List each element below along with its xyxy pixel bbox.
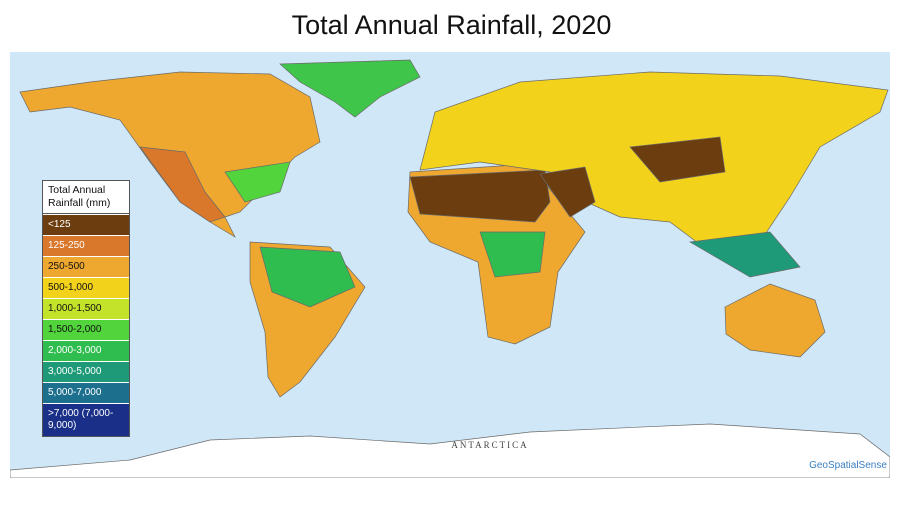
greenland: [279, 59, 421, 118]
arabia: [539, 166, 596, 218]
region-label: ANTARCTICA: [451, 440, 528, 450]
legend-item: 2,000-3,000: [43, 340, 129, 361]
legend-item: 1,500-2,000: [43, 319, 129, 340]
map-title: Total Annual Rainfall, 2020: [291, 10, 612, 40]
eastern-us: [224, 161, 291, 203]
legend-item: 250-500: [43, 256, 129, 277]
amazon: [259, 246, 356, 308]
legend-item: 1,000-1,500: [43, 298, 129, 319]
sahara: [409, 169, 551, 223]
legend-item: 500-1,000: [43, 277, 129, 298]
central-africa: [479, 231, 546, 278]
legend-item: 3,000-5,000: [43, 361, 129, 382]
map: ANTARCTICA GeoSpatialSense: [10, 52, 890, 478]
credit: GeoSpatialSense: [809, 460, 887, 471]
western-us: [139, 146, 226, 223]
central-asia: [629, 136, 726, 183]
land: [10, 59, 890, 478]
legend-item: 125-250: [43, 235, 129, 256]
indonesia: [688, 231, 801, 278]
antarctica: [10, 423, 890, 478]
australia: [724, 283, 826, 358]
legend-item: <125: [43, 214, 129, 235]
legend-item: >7,000 (7,000-9,000): [43, 403, 129, 436]
legend-item: 5,000-7,000: [43, 382, 129, 403]
legend: Total Annual Rainfall (mm) <125 125-250 25…: [42, 180, 130, 437]
legend-title: Total Annual Rainfall (mm): [43, 181, 129, 214]
